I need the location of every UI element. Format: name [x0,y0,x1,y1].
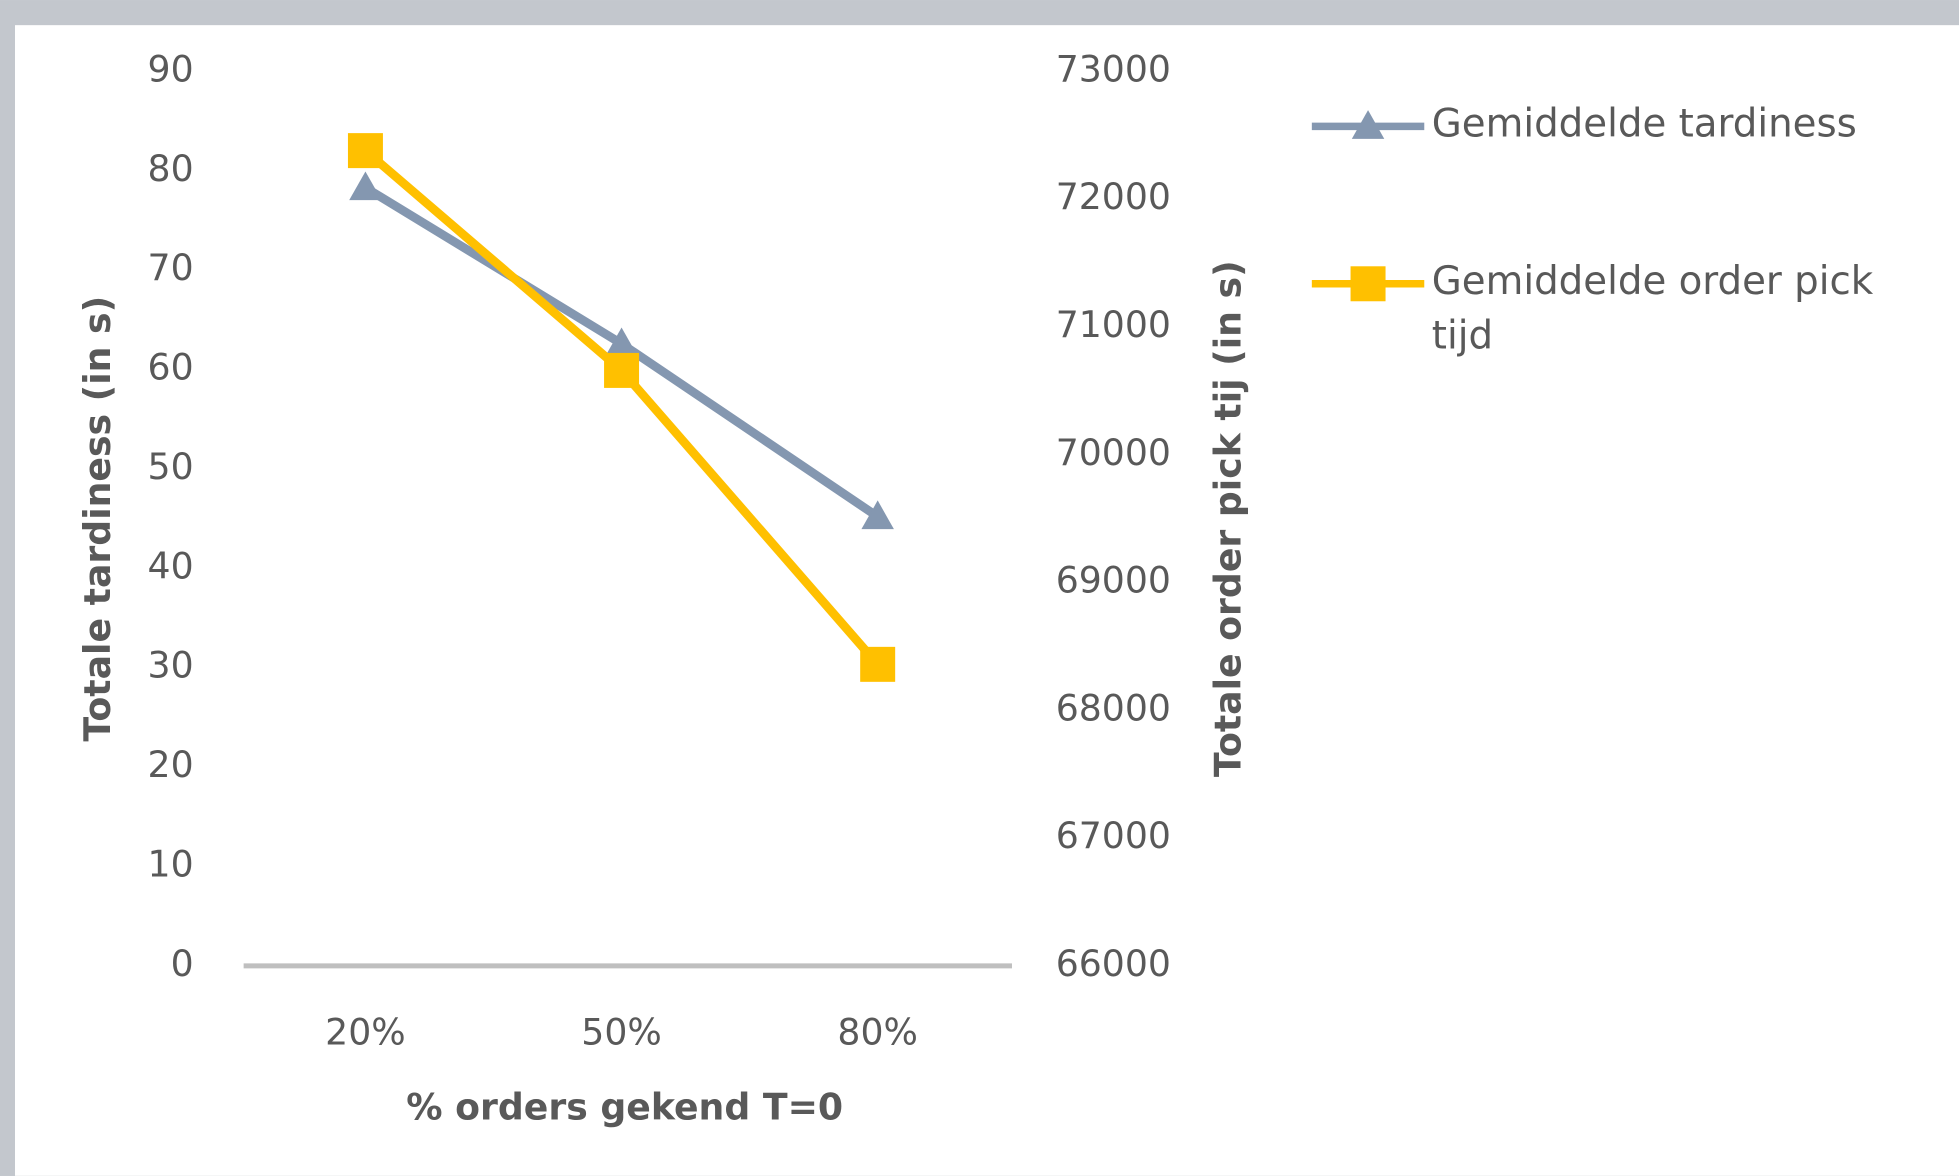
y-tick-label: 60 [148,346,194,389]
data-point [349,171,382,201]
x-tick-label: 50% [581,1011,662,1054]
y-tick-label: 30 [148,644,194,687]
y-axis-title: Totale tardiness (in s) [76,296,119,742]
data-point [861,500,894,530]
y-tick-label: 0 [171,942,194,985]
data-point [347,133,383,169]
y2-tick-label: 69000 [1056,559,1171,602]
y2-tick-label: 72000 [1056,175,1171,218]
legend-entry: Gemiddelde tardiness [1431,101,1857,147]
data-point [605,327,638,357]
y-tick-label: 70 [148,246,194,289]
x-tick-label: 20% [325,1011,406,1054]
y-tick-label: 20 [148,743,194,786]
data-point [860,646,896,682]
y-tick-label: 40 [148,544,194,587]
y2-tick-label: 67000 [1056,814,1171,857]
x-axis-title: % orders gekend T=0 [406,1086,843,1129]
y2-tick-label: 71000 [1056,303,1171,346]
data-point [604,352,640,388]
y2-tick-label: 70000 [1056,431,1171,474]
y2-tick-label: 68000 [1056,686,1171,729]
chart-panel [14,25,1959,1176]
y-tick-label: 90 [148,47,194,90]
legend-label: Gemiddelde tardiness [1431,101,1857,147]
legend-entry: Gemiddelde order pick tijd [1431,258,1874,359]
x-tick-label: 80% [837,1011,918,1054]
legend-label: Gemiddelde order pick tijd [1431,258,1874,359]
y-tick-label: 50 [148,445,194,488]
y2-tick-label: 66000 [1056,942,1171,985]
y-tick-label: 10 [148,843,194,886]
y2-tick-label: 73000 [1056,47,1171,90]
legend-marker [1351,110,1385,139]
legend-marker [1350,266,1386,302]
y-tick-label: 80 [148,147,194,190]
y2-axis-title: Totale order pick tij (in s) [1207,260,1250,777]
